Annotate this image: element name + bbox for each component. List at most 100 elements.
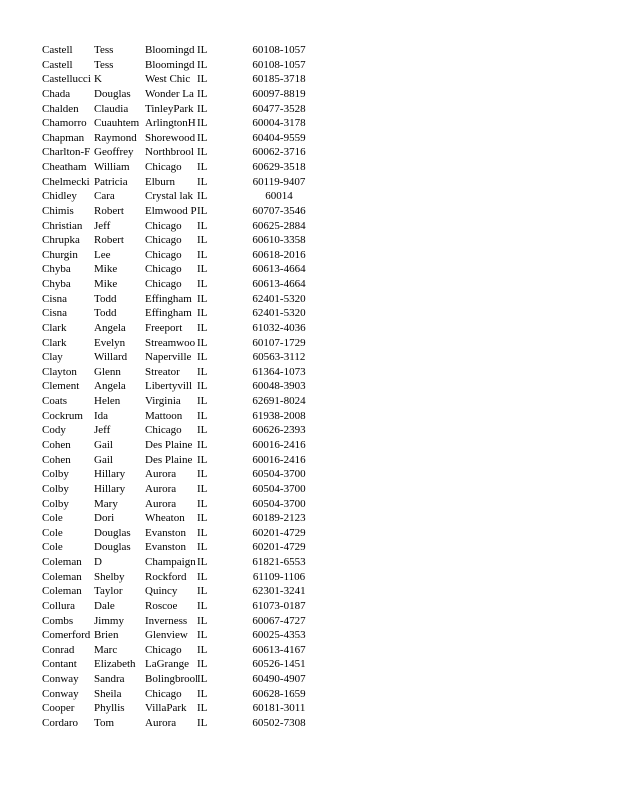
city: ArlingtonH bbox=[145, 117, 196, 130]
state: IL bbox=[197, 541, 208, 554]
city: Bloomingd bbox=[145, 58, 195, 71]
city: Evanston bbox=[145, 541, 186, 554]
city: Virginia bbox=[145, 395, 181, 408]
zip: 60014 bbox=[265, 190, 293, 203]
last-name: Collura bbox=[42, 599, 75, 612]
city: Chicago bbox=[145, 643, 182, 656]
last-name: Cordaro bbox=[42, 716, 79, 729]
first-name: Helen bbox=[94, 395, 121, 408]
state: IL bbox=[197, 44, 208, 56]
state: IL bbox=[197, 292, 208, 305]
last-name: Clayton bbox=[42, 365, 77, 378]
first-name: Todd bbox=[94, 307, 117, 320]
zip: 60504-3700 bbox=[252, 482, 306, 495]
state: IL bbox=[197, 190, 208, 203]
city: Des Plaine bbox=[145, 439, 193, 451]
first-name: Gail bbox=[94, 439, 113, 451]
state: IL bbox=[197, 687, 208, 700]
state: IL bbox=[197, 570, 208, 583]
zip: 62401-5320 bbox=[252, 292, 306, 305]
state: IL bbox=[197, 468, 208, 481]
last-name: Clay bbox=[42, 351, 63, 364]
first-name: Mike bbox=[94, 263, 118, 276]
last-name: Chapman bbox=[42, 131, 85, 144]
zip: 60004-3178 bbox=[252, 117, 306, 130]
city: Effingham bbox=[145, 307, 192, 320]
first-name: Taylor bbox=[94, 585, 123, 598]
first-name: Dale bbox=[94, 599, 115, 612]
zip: 60097-8819 bbox=[252, 87, 306, 100]
zip: 60181-3011 bbox=[252, 702, 306, 715]
first-name: Tess bbox=[94, 58, 114, 71]
state: IL bbox=[197, 409, 208, 422]
last-name: Chimis bbox=[42, 204, 74, 217]
last-name: Castellucci bbox=[42, 73, 91, 86]
city: Chicago bbox=[145, 219, 182, 232]
zip: 60119-9407 bbox=[252, 175, 306, 188]
last-name: Castell bbox=[42, 58, 73, 71]
zip: 60189-2123 bbox=[252, 512, 306, 525]
last-name: Clark bbox=[42, 321, 67, 334]
last-name: Cole bbox=[42, 541, 63, 554]
last-name: Clark bbox=[42, 336, 67, 349]
first-name: Glenn bbox=[94, 365, 121, 378]
city: Northbrool bbox=[145, 146, 194, 159]
zip: 60477-3528 bbox=[252, 102, 306, 115]
city: Glenview bbox=[145, 629, 188, 642]
last-name: Christian bbox=[42, 219, 83, 232]
city: LaGrange bbox=[145, 658, 189, 671]
zip: 61109-1106 bbox=[252, 570, 306, 583]
zip: 60628-1659 bbox=[252, 687, 306, 700]
zip: 60062-3716 bbox=[252, 146, 306, 159]
zip: 62301-3241 bbox=[252, 585, 306, 598]
last-name: Charlton-F bbox=[42, 146, 91, 159]
last-name: Conway bbox=[42, 687, 79, 700]
zip: 60618-2016 bbox=[252, 248, 306, 261]
state: IL bbox=[197, 658, 208, 671]
state: IL bbox=[197, 161, 208, 174]
last-name: Colby bbox=[42, 482, 69, 495]
first-name: Evelyn bbox=[94, 336, 126, 349]
city: West Chic bbox=[145, 73, 191, 86]
zip: 62691-8024 bbox=[252, 395, 306, 408]
first-name: Brien bbox=[94, 629, 119, 642]
state: IL bbox=[197, 424, 208, 437]
state: IL bbox=[197, 307, 208, 320]
last-name: Clement bbox=[42, 380, 80, 393]
state: IL bbox=[197, 643, 208, 656]
zip: 60504-3700 bbox=[252, 497, 306, 510]
city: Chicago bbox=[145, 278, 182, 291]
city: Quincy bbox=[145, 585, 178, 598]
first-name: Cuauhtem bbox=[94, 117, 140, 130]
city: TinleyPark bbox=[145, 102, 194, 115]
last-name: Cooper bbox=[42, 702, 75, 715]
last-name: Conway bbox=[42, 673, 79, 686]
last-name: Cole bbox=[42, 512, 63, 525]
city: Roscoe bbox=[145, 599, 178, 612]
city: Crystal lak bbox=[145, 190, 193, 203]
first-name: Robert bbox=[94, 234, 124, 247]
city: Inverness bbox=[145, 614, 188, 627]
zip: 60404-9559 bbox=[252, 131, 306, 144]
state: IL bbox=[197, 673, 208, 686]
last-name: Chrupka bbox=[42, 234, 80, 247]
zip: 60016-2416 bbox=[252, 453, 306, 466]
state: IL bbox=[197, 716, 208, 729]
first-name: Hillary bbox=[94, 482, 126, 495]
zip: 60502-7308 bbox=[252, 716, 306, 729]
zip: 61032-4036 bbox=[252, 321, 306, 334]
zip: 60490-4907 bbox=[252, 673, 306, 686]
first-name: Ida bbox=[94, 409, 109, 422]
first-name: Douglas bbox=[94, 541, 131, 554]
first-name: Patricia bbox=[94, 175, 128, 188]
first-name: Robert bbox=[94, 204, 124, 217]
state: IL bbox=[197, 263, 208, 276]
zip: 60613-4167 bbox=[252, 643, 306, 656]
state: IL bbox=[197, 585, 208, 598]
first-name: Geoffrey bbox=[94, 146, 134, 159]
city: Bolingbrool bbox=[145, 673, 197, 686]
city: Wonder La bbox=[145, 87, 194, 100]
zip: 61938-2008 bbox=[252, 409, 306, 422]
city: Chicago bbox=[145, 424, 182, 437]
